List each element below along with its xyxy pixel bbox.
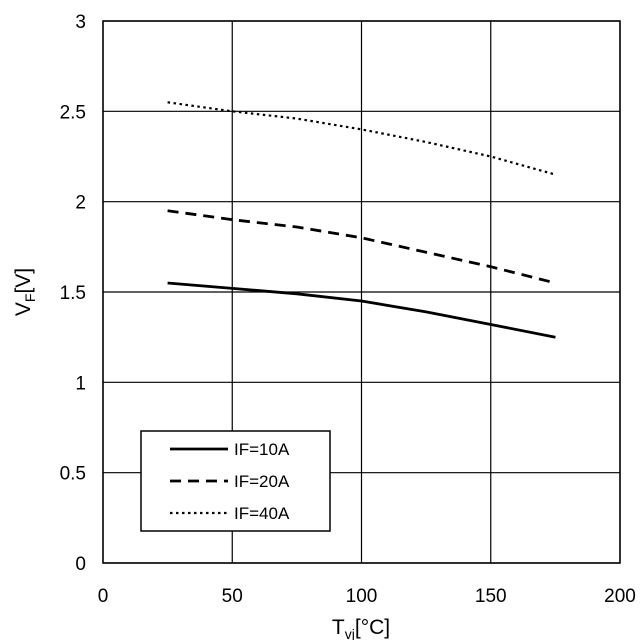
x-tick-label-200: 200 (604, 586, 636, 607)
series-lines (167, 101, 556, 339)
y-axis-label: VF[V] (12, 268, 38, 316)
x-axis-label-unit: [°C] (355, 616, 390, 639)
y-axis-label-main: V (12, 302, 35, 316)
y-tick-label-2: 2 (75, 193, 86, 214)
series-line-if20a (167, 209, 556, 285)
series-line-if10a (167, 281, 556, 339)
x-axis-label-main: T (332, 616, 345, 639)
y-tick-labels: 0 0.5 1 1.5 2 2.5 3 (60, 12, 86, 575)
y-axis-label-unit: [V] (12, 268, 35, 294)
legend-label-if20a: IF=20A (234, 472, 290, 491)
legend-label-if10a: IF=10A (234, 440, 290, 459)
x-axis-label-subscript: vj (345, 626, 355, 640)
y-tick-label-1: 1 (75, 373, 86, 394)
x-tick-labels: 0 50 100 150 200 (98, 586, 636, 607)
y-axis-label-subscript: F (22, 294, 38, 303)
legend: IF=10A IF=20A IF=40A (140, 430, 331, 532)
x-tick-label-0: 0 (98, 586, 109, 607)
y-tick-label-0: 0 (75, 554, 86, 575)
x-tick-label-100: 100 (346, 586, 378, 607)
y-tick-label-2-5: 2.5 (60, 102, 86, 123)
y-tick-label-0-5: 0.5 (60, 464, 86, 485)
y-tick-label-1-5: 1.5 (60, 283, 86, 304)
plot-frame (102, 20, 621, 564)
x-axis-label: Tvj[°C] (332, 616, 390, 640)
x-tick-label-50: 50 (222, 586, 243, 607)
legend-label-if40a: IF=40A (234, 504, 290, 523)
x-tick-label-150: 150 (475, 586, 507, 607)
y-tick-label-3: 3 (75, 12, 86, 33)
